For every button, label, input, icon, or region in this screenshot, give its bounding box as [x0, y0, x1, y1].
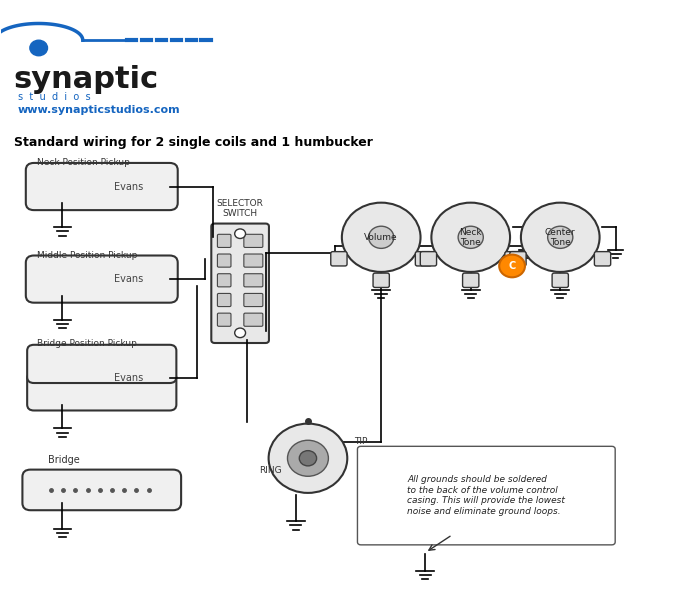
Text: All grounds should be soldered
to the back of the volume control
casing. This wi: All grounds should be soldered to the ba…	[407, 475, 565, 515]
FancyBboxPatch shape	[26, 256, 178, 302]
FancyBboxPatch shape	[217, 293, 231, 307]
Circle shape	[521, 203, 599, 272]
FancyBboxPatch shape	[462, 273, 479, 287]
Circle shape	[287, 440, 328, 476]
FancyBboxPatch shape	[505, 251, 521, 266]
FancyBboxPatch shape	[358, 446, 615, 545]
FancyBboxPatch shape	[373, 273, 390, 287]
Text: s  t  u  d  i  o  s: s t u d i o s	[18, 92, 91, 102]
Text: SELECTOR
SWITCH: SELECTOR SWITCH	[217, 199, 264, 218]
Text: Neck Position Pickup: Neck Position Pickup	[37, 158, 130, 167]
Circle shape	[431, 203, 510, 272]
FancyBboxPatch shape	[244, 254, 263, 267]
Text: Evans: Evans	[114, 373, 144, 383]
Text: C: C	[509, 261, 516, 271]
Circle shape	[268, 424, 347, 493]
FancyBboxPatch shape	[510, 251, 526, 266]
FancyBboxPatch shape	[211, 224, 269, 343]
Circle shape	[235, 229, 246, 238]
FancyBboxPatch shape	[26, 163, 178, 210]
FancyBboxPatch shape	[217, 235, 231, 247]
Text: Middle Position Pickup: Middle Position Pickup	[37, 251, 138, 260]
FancyBboxPatch shape	[244, 274, 263, 287]
Text: www.synapticstudios.com: www.synapticstudios.com	[18, 106, 180, 115]
Circle shape	[342, 203, 421, 272]
Text: Standard wiring for 2 single coils and 1 humbucker: Standard wiring for 2 single coils and 1…	[14, 136, 373, 149]
FancyBboxPatch shape	[244, 235, 263, 247]
Circle shape	[499, 254, 525, 277]
Text: TIP: TIP	[354, 437, 368, 446]
FancyBboxPatch shape	[22, 470, 181, 510]
Text: Volume: Volume	[364, 233, 398, 242]
Text: Evans: Evans	[114, 274, 144, 284]
FancyBboxPatch shape	[217, 254, 231, 267]
Text: Evans: Evans	[114, 182, 144, 191]
FancyBboxPatch shape	[595, 251, 611, 266]
Text: Neck
Tone: Neck Tone	[460, 227, 482, 247]
Circle shape	[299, 451, 317, 466]
FancyBboxPatch shape	[27, 372, 176, 410]
Circle shape	[368, 226, 394, 248]
Circle shape	[548, 226, 573, 248]
FancyBboxPatch shape	[552, 273, 569, 287]
FancyBboxPatch shape	[331, 251, 347, 266]
Text: synaptic: synaptic	[14, 65, 159, 94]
FancyBboxPatch shape	[217, 313, 231, 326]
Circle shape	[235, 328, 246, 338]
FancyBboxPatch shape	[244, 313, 263, 326]
FancyBboxPatch shape	[244, 293, 263, 307]
FancyBboxPatch shape	[217, 274, 231, 287]
Circle shape	[30, 40, 48, 56]
FancyBboxPatch shape	[420, 251, 437, 266]
Text: Center
Tone: Center Tone	[545, 227, 575, 247]
Text: Bridge Position Pickup: Bridge Position Pickup	[37, 339, 137, 348]
Circle shape	[458, 226, 484, 248]
Text: Bridge: Bridge	[48, 455, 79, 465]
FancyBboxPatch shape	[415, 251, 432, 266]
FancyBboxPatch shape	[27, 345, 176, 383]
Text: RING: RING	[259, 466, 282, 475]
